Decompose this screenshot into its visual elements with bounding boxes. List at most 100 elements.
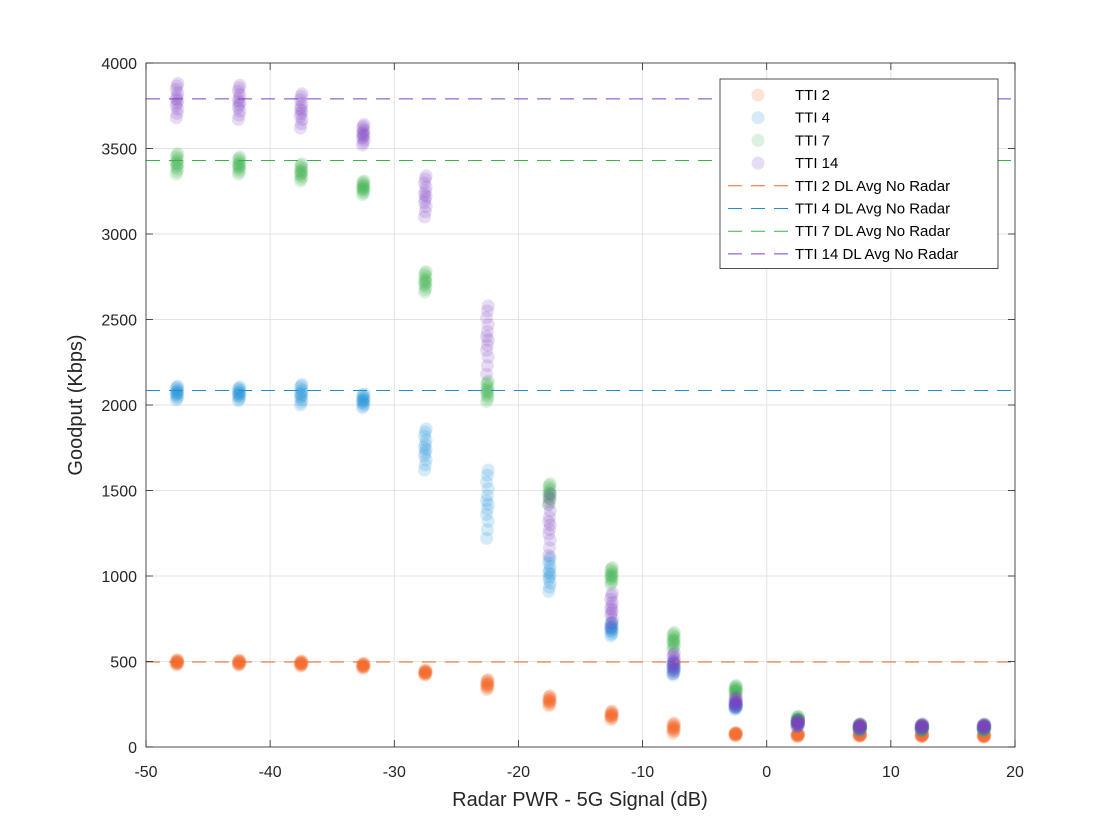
data-point xyxy=(480,678,494,692)
data-point xyxy=(792,713,806,727)
data-point xyxy=(542,495,556,509)
data-point xyxy=(729,702,743,716)
data-point xyxy=(542,515,556,529)
data-point xyxy=(854,728,868,742)
y-tick-label: 2000 xyxy=(101,398,137,415)
data-point xyxy=(419,433,433,447)
data-point xyxy=(976,722,990,736)
data-point xyxy=(480,681,494,695)
data-point xyxy=(232,381,246,395)
y-tick-label: 1500 xyxy=(101,484,137,501)
data-point xyxy=(667,630,681,644)
data-point xyxy=(231,386,245,400)
data-point xyxy=(790,712,804,726)
data-point xyxy=(728,689,742,703)
data-point xyxy=(231,394,245,408)
data-point xyxy=(790,730,804,744)
data-point xyxy=(543,477,557,491)
data-point xyxy=(916,720,930,734)
data-point xyxy=(295,112,309,126)
data-point xyxy=(666,661,680,675)
data-point xyxy=(170,384,184,398)
data-point xyxy=(605,562,619,576)
data-point xyxy=(604,706,618,720)
data-point xyxy=(294,117,308,131)
data-point xyxy=(231,382,245,396)
data-point xyxy=(729,681,743,695)
data-point xyxy=(169,656,183,670)
data-point xyxy=(233,380,247,394)
data-point xyxy=(977,718,991,732)
data-point xyxy=(419,664,433,678)
data-point xyxy=(481,380,495,394)
data-point xyxy=(729,728,743,742)
data-point xyxy=(543,504,557,518)
data-point xyxy=(605,589,619,603)
data-point xyxy=(542,572,556,586)
data-point xyxy=(978,728,992,742)
data-point xyxy=(667,665,681,679)
data-point xyxy=(169,160,183,174)
data-point xyxy=(976,719,990,733)
data-point xyxy=(233,163,247,177)
data-point xyxy=(480,468,494,482)
data-point xyxy=(169,388,183,402)
data-point xyxy=(543,560,557,574)
data-point xyxy=(667,717,681,731)
data-point xyxy=(356,125,370,139)
data-point xyxy=(976,729,990,743)
data-point xyxy=(792,711,806,725)
data-point xyxy=(667,721,681,735)
x-axis-ticks: -50 -40 -30 -20 -10 0 10 20 xyxy=(134,63,1024,781)
data-point xyxy=(233,653,247,667)
data-point xyxy=(977,722,991,736)
data-point xyxy=(914,720,928,734)
data-point xyxy=(792,715,806,729)
data-point xyxy=(480,382,494,396)
data-point xyxy=(232,658,246,672)
data-point xyxy=(604,592,618,606)
data-point xyxy=(170,158,184,172)
data-point xyxy=(169,83,183,97)
data-point xyxy=(418,187,432,201)
data-point xyxy=(666,663,680,677)
data-point xyxy=(418,668,432,682)
y-tick-label: 1000 xyxy=(101,569,137,586)
data-point xyxy=(605,599,619,613)
data-point xyxy=(977,721,991,735)
data-point xyxy=(231,389,245,403)
data-point xyxy=(792,718,806,732)
x-tick-label: -50 xyxy=(134,764,157,781)
data-point xyxy=(604,629,618,643)
data-point xyxy=(171,77,185,91)
data-point xyxy=(418,283,432,297)
data-point xyxy=(418,429,432,443)
data-point xyxy=(356,175,370,189)
data-point xyxy=(605,711,619,725)
data-point xyxy=(171,386,185,400)
data-point xyxy=(854,721,868,735)
data-point xyxy=(604,578,618,592)
data-point xyxy=(357,184,371,198)
data-point xyxy=(667,640,681,654)
data-point xyxy=(792,727,806,741)
data-point xyxy=(667,658,681,672)
data-point xyxy=(914,723,928,737)
data-point xyxy=(605,705,619,719)
data-point xyxy=(728,692,742,706)
data-point xyxy=(231,158,245,172)
data-point xyxy=(667,725,681,739)
data-point xyxy=(481,374,495,388)
data-point xyxy=(418,172,432,186)
data-point xyxy=(170,154,184,168)
data-point xyxy=(293,391,307,405)
data-point xyxy=(916,721,930,735)
data-point xyxy=(357,397,371,411)
data-point xyxy=(356,399,370,413)
data-point xyxy=(233,88,247,102)
data-point xyxy=(977,722,991,736)
data-point xyxy=(852,720,866,734)
data-point xyxy=(977,730,991,744)
data-point xyxy=(852,721,866,735)
